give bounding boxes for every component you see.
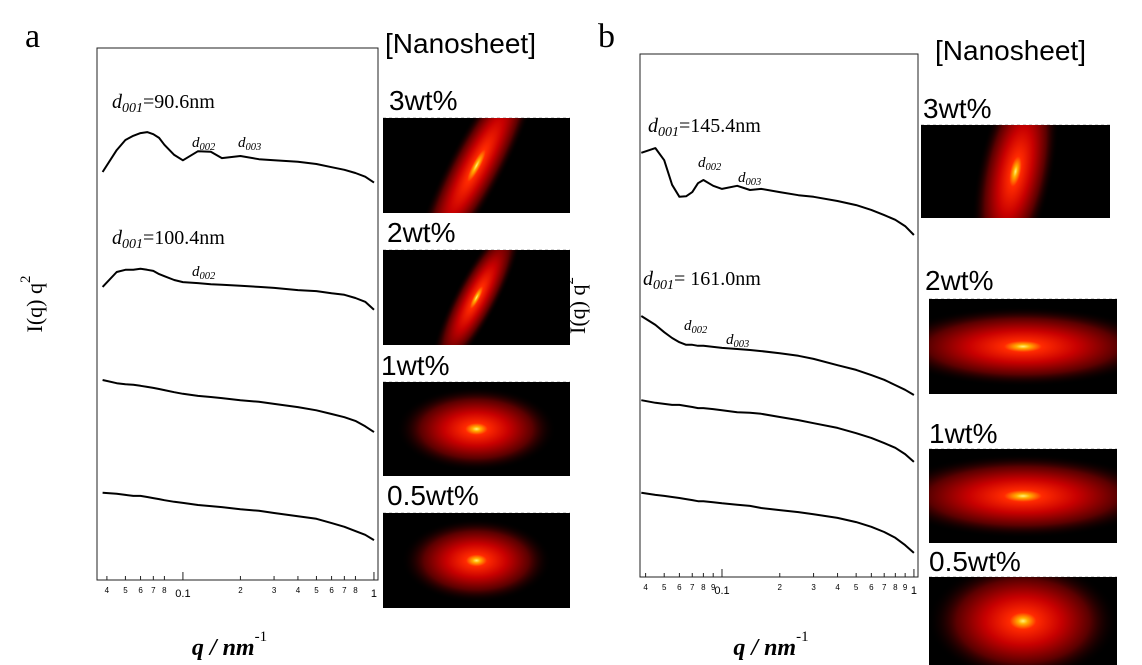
annotation-subscript: 002 [200,271,217,282]
pattern-label: 2wt% [387,217,455,248]
x-tick-label: 5 [123,586,128,595]
pattern-spot [888,307,1142,387]
x-axis-label-sup: -1 [796,629,809,645]
x-tick-label: 9 [903,583,908,592]
data-line [641,493,914,553]
pattern-image [383,382,570,476]
annotation: d002 [192,264,216,282]
x-tick-label: 8 [701,583,706,592]
data-line [103,380,374,432]
x-tick-label: 7 [342,586,347,595]
y-axis-label-main: I(q) q [22,283,47,332]
annotation-text: =90.6nm [143,91,215,113]
x-tick-label: 5 [314,586,319,595]
annotation-subscript: 001 [653,278,674,293]
panel-letter: b [598,18,615,55]
plot-frame [97,48,378,580]
annotation-text: = 161.0nm [674,268,761,290]
annotation: d001=145.4nm [648,115,761,140]
pattern-header: [Nanosheet] [935,35,1086,66]
pattern-label: 1wt% [929,418,997,449]
annotation-subscript: 002 [692,325,709,336]
annotation-text: =145.4nm [679,115,761,137]
annotation: d001=90.6nm [112,91,215,116]
annotation: d003 [726,332,749,350]
x-axis-label: q / nm-1 [192,629,267,661]
y-axis-label-main: I(q) q [565,285,590,334]
pattern-image [888,449,1142,543]
x-tick-label: 8 [893,583,898,592]
x-tick-label: 1 [911,585,917,597]
data-line [641,316,914,395]
x-tick-label: 7 [151,586,156,595]
annotation: d003 [738,170,761,188]
x-axis-label-main: q / nm [192,635,255,661]
x-tick-label: 4 [105,586,110,595]
x-tick-label: 5 [854,583,859,592]
annotation: d001=100.4nm [112,227,225,252]
y-axis-label: I(q) q2 [18,276,47,333]
annotation-subscript: 001 [122,237,143,252]
x-tick-label: 3 [811,583,816,592]
x-tick-label: 4 [643,583,648,592]
pattern-spot [888,454,1142,538]
x-tick-label: 4 [835,583,840,592]
annotation-subscript: 003 [246,142,262,153]
pattern-spot [397,387,557,471]
x-tick-label: 8 [353,586,358,595]
pattern-label: 3wt% [389,85,457,116]
annotation: d003 [238,135,261,153]
x-tick-label: 4 [296,586,301,595]
x-tick-label: 0.1 [175,588,190,600]
y-axis-label-sup: 2 [561,277,577,285]
x-axis-label-sup: -1 [255,629,268,645]
x-axis-label-main: q / nm [733,635,796,661]
annotation: d002 [192,135,216,153]
pattern-image [888,299,1142,394]
figure: a456780.123456781q / nm-1I(q) q2d001=90.… [0,0,1142,665]
pattern-header: [Nanosheet] [385,28,536,59]
annotation-text: =100.4nm [143,227,225,249]
annotation-subscript: 001 [658,125,679,140]
x-tick-label: 8 [162,586,167,595]
x-tick-label: 1 [371,588,377,600]
x-tick-label: 6 [677,583,682,592]
annotation-subscript: 002 [200,142,217,153]
x-axis-label: q / nm-1 [733,629,808,661]
pattern-label: 0.5wt% [387,480,479,511]
annotation: d002 [698,155,722,173]
annotation-subscript: 002 [706,162,723,173]
annotation-subscript: 003 [734,339,750,350]
annotation: d001= 161.0nm [643,268,761,293]
data-line [103,493,374,540]
annotation-subscript: 003 [746,177,762,188]
x-tick-label: 6 [869,583,874,592]
x-tick-label: 2 [778,583,783,592]
data-line [641,400,914,462]
pattern-label: 3wt% [923,93,991,124]
x-tick-label: 0.1 [714,585,729,597]
pattern-image [383,513,570,608]
panel-letter: a [25,18,40,55]
data-line [641,148,914,235]
pattern-spot [402,519,552,603]
x-tick-label: 6 [138,586,143,595]
x-tick-label: 2 [238,586,243,595]
pattern-label: 1wt% [381,350,449,381]
y-axis-label: I(q) q2 [561,277,590,334]
x-tick-label: 7 [690,583,695,592]
pattern-label: 0.5wt% [929,546,1021,577]
y-axis-label-sup: 2 [18,276,34,284]
data-line [103,269,374,310]
annotation: d002 [684,318,708,336]
pattern-image [921,56,1110,287]
x-tick-label: 6 [329,586,334,595]
pattern-label: 2wt% [925,265,993,296]
x-tick-label: 5 [662,583,667,592]
x-tick-label: 3 [272,586,277,595]
annotation-subscript: 001 [122,101,143,116]
x-tick-label: 7 [882,583,887,592]
